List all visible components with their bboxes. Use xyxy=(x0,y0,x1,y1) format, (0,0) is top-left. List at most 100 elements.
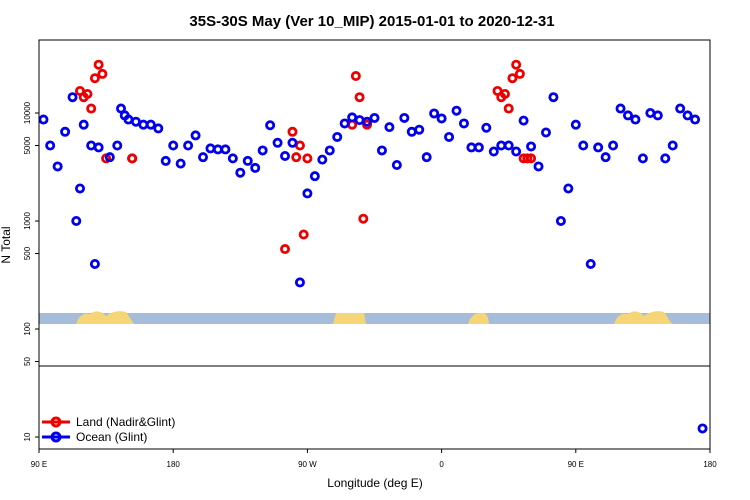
ocean-data-point xyxy=(287,137,298,148)
ocean-data-point xyxy=(511,146,522,157)
ocean-data-point xyxy=(526,141,537,152)
ocean-data-point xyxy=(93,142,104,153)
ocean-data-point xyxy=(71,215,82,226)
y-tick-label: 500 xyxy=(23,246,32,260)
ocean-data-point xyxy=(690,114,701,125)
land-data-point xyxy=(358,213,369,224)
ocean-data-point xyxy=(481,122,492,133)
land-data-point xyxy=(287,126,298,137)
ocean-data-point xyxy=(309,171,320,182)
ocean-data-point xyxy=(354,115,365,126)
ocean-data-point xyxy=(376,145,387,156)
y-tick-label: 50 xyxy=(23,357,32,366)
plot-frame xyxy=(38,39,711,450)
legend-marker-land xyxy=(50,416,62,428)
ocean-data-point xyxy=(585,258,596,269)
ocean-data-point xyxy=(89,258,100,269)
legend: Land (Nadir&Glint) Ocean (Glint) xyxy=(42,415,175,444)
ocean-data-point xyxy=(60,126,71,137)
land-data-point xyxy=(514,68,525,79)
data-points xyxy=(38,59,708,434)
ocean-data-point xyxy=(112,140,123,151)
ocean-data-point xyxy=(168,140,179,151)
x-tick-label: 90 E xyxy=(568,460,584,469)
ocean-data-point xyxy=(458,118,469,129)
x-tick-label: 90 W xyxy=(298,460,317,469)
ocean-data-point xyxy=(451,105,462,116)
x-tick-label: 0 xyxy=(439,460,444,469)
ocean-data-point xyxy=(294,277,305,288)
land-data-point xyxy=(350,71,361,82)
ocean-data-point xyxy=(384,122,395,133)
ocean-data-point xyxy=(104,152,115,163)
ocean-data-point xyxy=(429,108,440,119)
ocean-data-point xyxy=(391,160,402,171)
ocean-data-point xyxy=(369,112,380,123)
ocean-data-point xyxy=(615,103,626,114)
ocean-data-point xyxy=(473,142,484,153)
ocean-data-point xyxy=(518,115,529,126)
ocean-data-point xyxy=(570,119,581,130)
ocean-data-point xyxy=(652,110,663,121)
land-patch xyxy=(614,311,672,324)
ocean-data-point xyxy=(488,146,499,157)
ocean-data-point xyxy=(548,92,559,103)
ocean-data-point xyxy=(265,120,276,131)
x-tick-label: 180 xyxy=(703,460,717,469)
ocean-data-point xyxy=(540,127,551,138)
ocean-data-point xyxy=(637,153,648,164)
land-data-point xyxy=(280,244,291,255)
legend-marker-ocean xyxy=(50,431,62,443)
ocean-data-point xyxy=(75,183,86,194)
y-axis-label: N Total xyxy=(0,226,13,263)
ocean-data-point xyxy=(332,131,343,142)
land-data-point xyxy=(302,153,313,164)
chart-title: 35S-30S May (Ver 10_MIP) 2015-01-01 to 2… xyxy=(189,13,554,30)
ocean-data-point xyxy=(421,152,432,163)
ocean-data-point xyxy=(608,140,619,151)
land-data-point xyxy=(522,153,533,164)
ocean-data-point xyxy=(160,155,171,166)
land-ocean-strip xyxy=(39,311,710,324)
ocean-data-point xyxy=(242,155,253,166)
legend-label-land: Land (Nadir&Glint) xyxy=(76,415,175,429)
ocean-data-point xyxy=(205,143,216,154)
ocean-data-point xyxy=(250,162,261,173)
ocean-data-point xyxy=(190,130,201,141)
land-data-point xyxy=(86,103,97,114)
ocean-data-point xyxy=(682,110,693,121)
ocean-data-point xyxy=(175,158,186,169)
ocean-data-point xyxy=(503,140,514,151)
ocean-data-point xyxy=(198,152,209,163)
land-data-point xyxy=(354,92,365,103)
ocean-data-point xyxy=(67,92,78,103)
ocean-strip xyxy=(39,313,710,324)
land-patch xyxy=(333,313,366,324)
ocean-data-point xyxy=(600,152,611,163)
x-axis-label: Longitude (deg E) xyxy=(327,476,422,490)
y-tick-label: 10000 xyxy=(23,101,32,124)
ocean-data-point xyxy=(38,114,49,125)
land-data-point xyxy=(97,68,108,79)
ocean-data-point xyxy=(227,153,238,164)
land-data-point xyxy=(127,153,138,164)
ocean-data-point xyxy=(257,145,268,156)
ocean-data-point xyxy=(272,137,283,148)
ocean-data-point xyxy=(145,119,156,130)
land-data-point xyxy=(511,59,522,70)
ocean-data-point xyxy=(667,140,678,151)
land-data-point xyxy=(89,73,100,84)
land-patch xyxy=(468,312,489,324)
ocean-data-point xyxy=(78,119,89,130)
ocean-data-point xyxy=(533,161,544,172)
ocean-data-point xyxy=(630,114,641,125)
y-tick-label: 100 xyxy=(23,322,32,336)
land-data-point xyxy=(93,59,104,70)
land-data-point xyxy=(291,152,302,163)
ocean-data-point xyxy=(362,116,373,127)
ocean-data-point xyxy=(324,145,335,156)
land-patch xyxy=(76,311,134,324)
ocean-data-point xyxy=(622,110,633,121)
ocean-data-point xyxy=(220,144,231,155)
ocean-data-point xyxy=(399,112,410,123)
